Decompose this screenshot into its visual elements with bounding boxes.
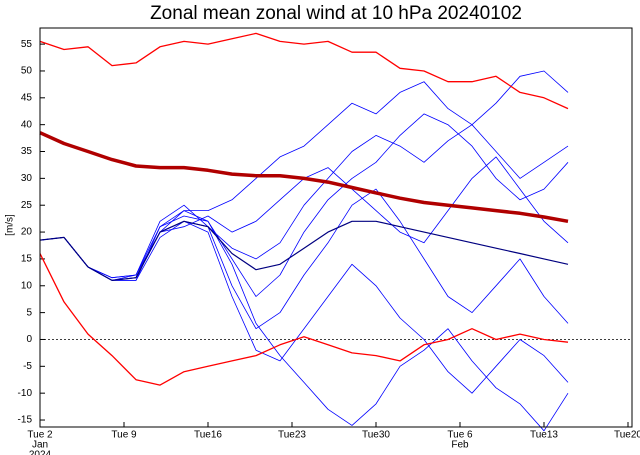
- series-line: [39, 32, 569, 110]
- x-tick-label: Tue23: [278, 430, 306, 441]
- y-tick-label: 20: [21, 227, 33, 238]
- series-line: [39, 156, 569, 281]
- x-tick-label: Tue 6: [447, 430, 473, 441]
- x-tick-label: Tue 9: [111, 430, 137, 441]
- x-tick-label: Tue16: [194, 430, 222, 441]
- y-tick-label: -5: [23, 361, 32, 372]
- y-tick-label: 30: [21, 173, 33, 184]
- y-tick-label: 50: [21, 66, 33, 77]
- y-tick-label: 25: [21, 200, 33, 211]
- x-tick-label: Tue20: [614, 430, 640, 441]
- y-tick-label: 45: [21, 92, 33, 103]
- series-line: [39, 113, 569, 297]
- x-tick-label: 2024: [29, 450, 52, 455]
- y-tick-label: 40: [21, 119, 33, 130]
- series-line: [39, 188, 569, 330]
- x-tick-label: Tue30: [362, 430, 390, 441]
- y-tick-label: 10: [21, 280, 33, 291]
- y-tick-label: -10: [18, 388, 33, 399]
- series-line: [39, 220, 569, 281]
- plot-frame: [39, 27, 633, 428]
- series-line: [39, 131, 569, 224]
- x-tick-label: Tue 2: [27, 430, 53, 441]
- y-tick-label: 15: [21, 254, 33, 265]
- series-line: [39, 253, 569, 386]
- x-tick-label: Feb: [451, 440, 469, 451]
- y-tick-label: 35: [21, 146, 33, 157]
- series-line: [39, 70, 569, 281]
- chart-title: Zonal mean zonal wind at 10 hPa 20240102: [150, 3, 522, 24]
- y-tick-label: 55: [21, 39, 33, 50]
- y-axis-label: [m/s]: [5, 214, 16, 236]
- y-tick-label: 0: [26, 334, 32, 345]
- y-tick-label: 5: [26, 307, 32, 318]
- series-line: [39, 124, 569, 281]
- y-tick-label: -15: [18, 415, 33, 426]
- x-tick-label: Tue13: [530, 430, 558, 441]
- x-tick-label: Jan: [32, 440, 48, 451]
